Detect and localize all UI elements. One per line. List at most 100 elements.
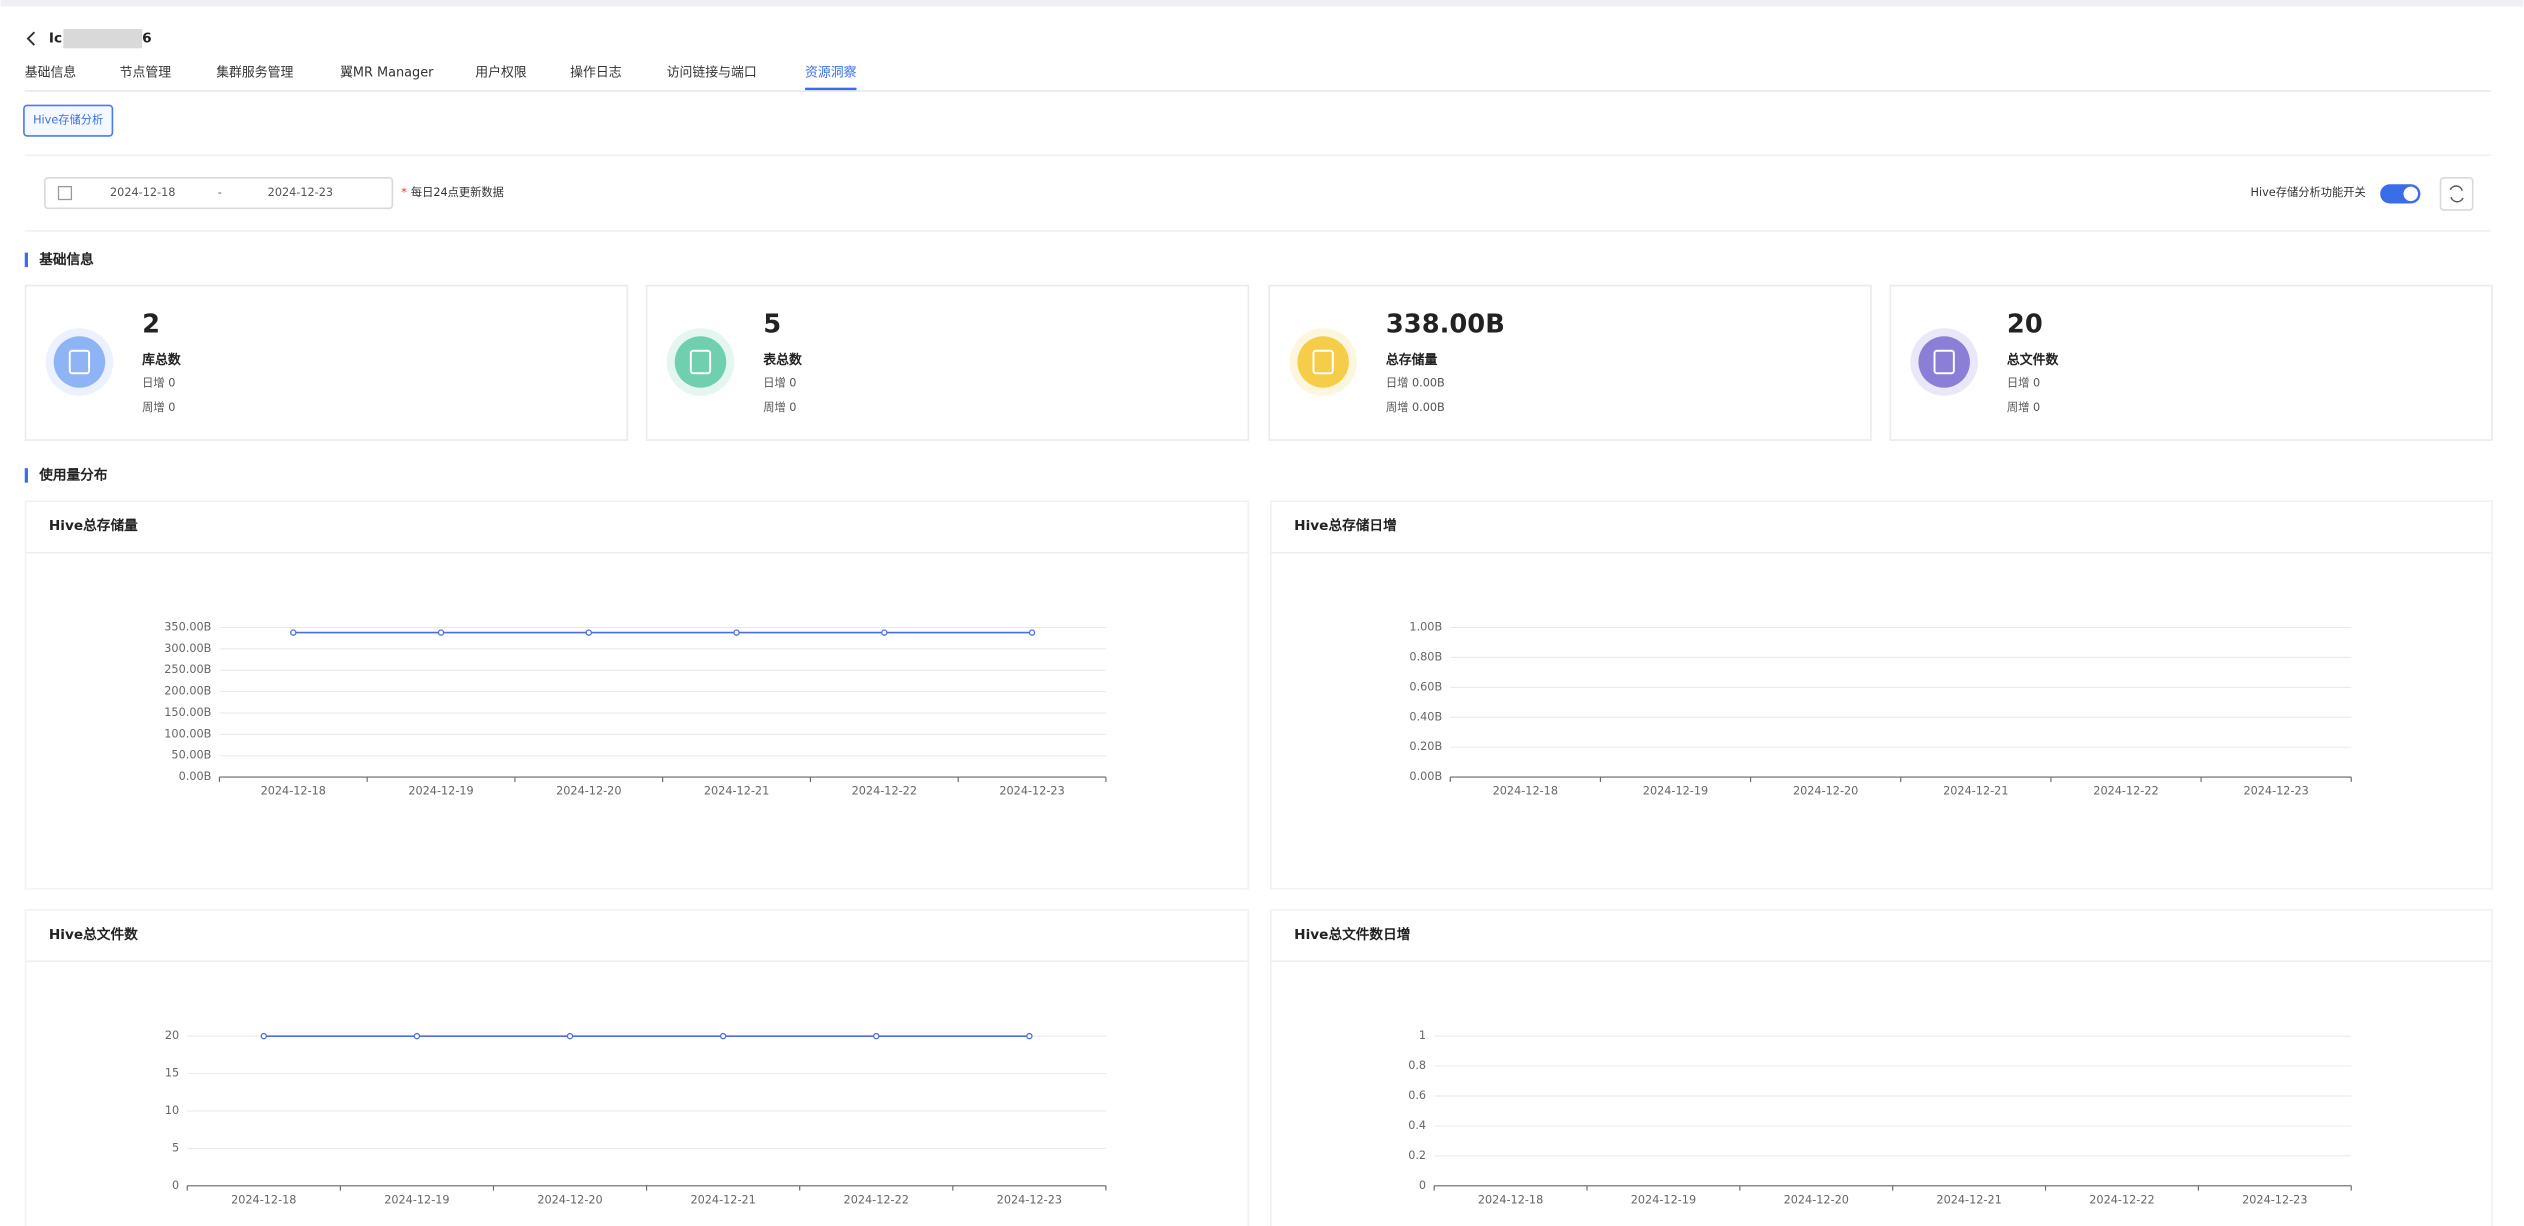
tab[interactable]: 翼MR Manager [340, 66, 434, 81]
stat-card [24, 284, 629, 441]
x-tick-label: 2024-12-23 [997, 1193, 1062, 1206]
stat-weekly: 周增 0 [763, 400, 796, 414]
y-tick-label: 0.2 [1408, 1149, 1426, 1162]
x-tick-label: 2024-12-22 [844, 1193, 909, 1206]
redacted-block [63, 28, 143, 49]
y-tick-label: 0 [1419, 1179, 1426, 1192]
chart-panel: Hive总存储日增 0.00B 0.20B 0.40B 0.60B 0.80B 1.00B 2… [1270, 500, 2493, 890]
icon-glyph [1312, 349, 1334, 375]
tab[interactable]: 资源洞察 [805, 66, 857, 81]
y-tick-label: 20 [165, 1029, 179, 1042]
stat-card [1268, 284, 1872, 441]
stat-value: 20 [2007, 310, 2043, 340]
x-tick-label: 2024-12-19 [1643, 785, 1708, 798]
y-tick-label: 0.40B [1409, 710, 1442, 723]
stat-value: 2 [142, 310, 160, 340]
panel-bg [1270, 500, 2493, 890]
x-tick-label: 2024-12-23 [2243, 785, 2308, 798]
end-date: 2024-12-23 [268, 186, 333, 199]
data-point [873, 1032, 880, 1040]
x-tick-label: 2024-12-20 [1793, 785, 1858, 798]
panel-bg [24, 500, 1250, 890]
x-tick-label: 2024-12-18 [1478, 1193, 1543, 1206]
x-tick-label: 2024-12-19 [384, 1193, 449, 1206]
y-tick-label: 0 [172, 1179, 179, 1192]
stat-value: 338.00B [1386, 310, 1505, 340]
data-point [585, 629, 593, 636]
stat-value: 5 [763, 310, 781, 340]
y-tick-label: 250.00B [164, 663, 211, 676]
stat-card [1889, 284, 2493, 441]
data-point [566, 1032, 574, 1040]
stat-daily: 日增 0 [142, 376, 175, 390]
y-tick-label: 5 [172, 1141, 179, 1154]
feature-switch[interactable] [2380, 184, 2421, 204]
stat-weekly: 周增 0 [2007, 400, 2040, 414]
y-tick-label: 200.00B [164, 685, 211, 698]
y-tick-label: 0.60B [1409, 680, 1442, 693]
y-tick-label: 150.00B [164, 706, 211, 719]
y-tick-label: 350.00B [164, 620, 211, 633]
x-tick-label: 2024-12-23 [999, 785, 1064, 798]
update-note: 每日24点更新数据 [411, 185, 504, 199]
x-tick-label: 2024-12-21 [690, 1193, 755, 1206]
top-strip [0, 0, 2524, 7]
note-mark: * [401, 186, 407, 199]
sub-tab-button[interactable] [23, 104, 114, 137]
stat-weekly: 周增 0 [142, 400, 175, 414]
chart-panel: Hive总文件数 0 5 10 15 20 2024-12-18 2024-12-19 2024… [24, 909, 1250, 1226]
cluster-name-start: Ic [49, 31, 62, 47]
tab[interactable]: 节点管理 [120, 66, 172, 81]
x-tick-label: 2024-12-22 [2089, 1193, 2154, 1206]
y-tick-label: 0.20B [1409, 740, 1442, 753]
section-title: 基础信息 [39, 251, 94, 268]
start-date: 2024-12-18 [110, 186, 175, 199]
stat-card [645, 284, 1250, 441]
y-tick-label: 50.00B [171, 749, 211, 762]
stat-weekly: 周增 0.00B [1386, 400, 1445, 414]
icon-circle [1297, 336, 1349, 388]
data-point [733, 629, 740, 636]
chart-title: Hive总存储日增 [1294, 517, 1397, 534]
y-tick-label: 0.6 [1408, 1089, 1426, 1102]
data-point [413, 1032, 421, 1040]
y-tick-label: 1 [1419, 1029, 1426, 1042]
y-tick-label: 300.00B [164, 642, 211, 655]
y-tick-label: 0.00B [1409, 770, 1442, 783]
icon-glyph [68, 349, 91, 375]
cluster-name-end: 6 [142, 31, 152, 47]
x-tick-label: 2024-12-21 [1936, 1193, 2001, 1206]
tab[interactable]: 基础信息 [25, 65, 77, 81]
tab[interactable]: 集群服务管理 [216, 65, 293, 81]
data-point [260, 1032, 268, 1040]
sub-tab-label: Hive存储分析 [33, 113, 103, 127]
x-tick-label: 2024-12-20 [556, 785, 621, 798]
chart-title: Hive总文件数 [49, 926, 138, 943]
icon-glyph [1933, 349, 1955, 375]
chart-title: Hive总存储量 [49, 517, 138, 534]
y-tick-label: 0.80B [1409, 650, 1442, 663]
chart-title: Hive总文件数日增 [1294, 926, 1410, 943]
tab[interactable]: 访问链接与端口 [667, 65, 757, 81]
x-tick-label: 2024-12-21 [1943, 785, 2008, 798]
stat-daily: 日增 0 [763, 376, 796, 390]
x-tick-label: 2024-12-18 [231, 1193, 296, 1206]
date-separator: - [218, 186, 222, 199]
stat-daily: 日增 0 [2007, 376, 2040, 390]
x-tick-label: 2024-12-19 [1631, 1193, 1696, 1206]
back-arrow[interactable] [26, 31, 36, 46]
x-tick-label: 2024-12-20 [537, 1193, 602, 1206]
data-point [719, 1032, 727, 1040]
icon-glyph [689, 349, 712, 375]
data-point [881, 629, 888, 636]
x-tick-label: 2024-12-21 [704, 785, 769, 798]
tab[interactable]: 用户权限 [475, 65, 527, 81]
date-range-picker[interactable] [44, 176, 394, 210]
refresh-button[interactable] [2439, 176, 2474, 211]
data-point [1028, 629, 1036, 636]
data-point [290, 629, 297, 636]
icon-circle [1918, 336, 1970, 388]
tab[interactable]: 操作日志 [570, 65, 622, 81]
